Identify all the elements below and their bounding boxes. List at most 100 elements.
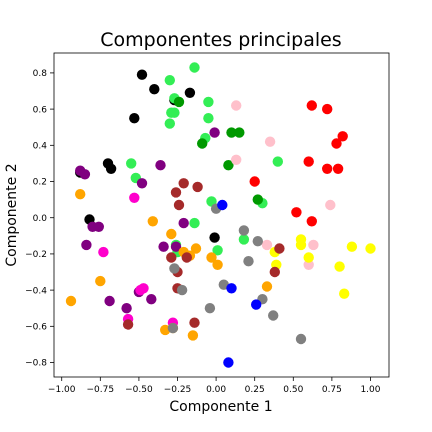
y-tick-label: −0.2 <box>25 250 47 260</box>
y-tick-label: −0.4 <box>25 286 47 296</box>
data-point <box>170 241 182 252</box>
data-point <box>223 357 234 368</box>
data-point <box>231 100 242 111</box>
chart-title: Componentes principales <box>100 29 341 51</box>
x-tick-label: −0.50 <box>125 385 153 395</box>
x-tick-label: 0.25 <box>245 385 265 395</box>
data-point <box>170 187 182 198</box>
data-point <box>252 236 263 247</box>
data-point <box>308 239 319 251</box>
data-point <box>98 246 109 258</box>
data-point <box>187 330 199 341</box>
data-point <box>164 118 175 129</box>
data-point <box>238 225 250 236</box>
data-point <box>158 241 169 252</box>
data-point <box>226 283 237 294</box>
data-point <box>147 216 158 227</box>
data-point <box>238 234 250 245</box>
data-point <box>332 163 344 174</box>
data-point <box>178 178 189 189</box>
data-point <box>95 275 106 287</box>
data-point <box>209 127 220 138</box>
data-point <box>136 178 148 189</box>
x-tick-label: −0.25 <box>164 385 192 395</box>
data-point <box>223 160 234 171</box>
y-tick-label: 0.8 <box>33 69 48 79</box>
data-point <box>192 181 203 193</box>
y-tick-label: 0.4 <box>33 142 48 152</box>
data-point <box>189 317 200 328</box>
data-point <box>306 100 317 111</box>
data-point <box>203 96 214 108</box>
data-point <box>197 138 208 149</box>
data-point <box>272 156 283 167</box>
data-point <box>206 252 217 263</box>
data-point <box>122 319 134 330</box>
data-point <box>149 84 160 95</box>
data-point <box>249 176 260 187</box>
x-tick-label: 0.75 <box>322 385 342 395</box>
data-point <box>204 303 216 314</box>
data-point <box>146 294 157 305</box>
data-point <box>212 259 223 270</box>
data-point <box>291 207 302 218</box>
x-tick-label: 1.00 <box>360 385 380 395</box>
data-point <box>325 199 336 211</box>
data-point <box>306 216 317 227</box>
data-point <box>295 333 307 345</box>
data-point <box>264 136 276 147</box>
data-point <box>65 295 77 307</box>
data-point <box>167 322 179 334</box>
plot-frame <box>53 52 390 378</box>
data-point <box>126 158 137 169</box>
x-tick-label: 0.00 <box>206 385 226 395</box>
data-point <box>75 189 86 200</box>
data-point <box>135 284 146 296</box>
data-point <box>178 217 189 229</box>
y-tick-label: −0.6 <box>25 323 47 333</box>
data-point <box>251 299 262 310</box>
data-point <box>331 138 342 149</box>
y-tick-label: 0.6 <box>33 105 48 115</box>
data-point <box>274 243 285 254</box>
data-point <box>129 192 140 203</box>
x-axis-ticks: −1.00 −0.75 −0.50 −0.25 0.00 0.25 0.50 0.75 1.00 <box>48 377 381 395</box>
x-tick-label: −0.75 <box>87 385 115 395</box>
data-points <box>65 62 376 368</box>
data-point <box>243 256 254 267</box>
x-tick-label: 0.50 <box>283 385 303 395</box>
data-point <box>209 232 220 243</box>
data-point <box>334 261 345 272</box>
data-point <box>295 239 307 251</box>
data-point <box>261 239 273 251</box>
data-point <box>234 127 245 138</box>
data-point <box>166 228 177 240</box>
data-point <box>79 169 91 180</box>
data-point <box>322 103 333 115</box>
data-point <box>303 252 314 263</box>
data-point <box>121 303 132 314</box>
data-point <box>346 241 358 252</box>
data-point <box>181 252 192 263</box>
data-point <box>93 221 105 232</box>
data-point <box>155 160 166 171</box>
y-tick-label: 0.2 <box>33 178 47 188</box>
data-point <box>212 245 223 256</box>
data-point <box>173 199 185 211</box>
data-point <box>261 281 273 292</box>
data-point <box>104 295 115 307</box>
data-point <box>189 217 200 229</box>
data-point <box>252 194 263 205</box>
data-point <box>303 259 314 270</box>
data-point <box>339 288 350 299</box>
y-axis-title: Componente 2 <box>4 163 20 266</box>
data-point <box>203 113 214 124</box>
data-point <box>81 239 92 251</box>
x-tick-label: −1.00 <box>48 385 76 395</box>
data-point <box>176 284 188 296</box>
x-axis-title: Componente 1 <box>169 399 272 415</box>
data-point <box>337 131 348 142</box>
data-point <box>164 75 175 86</box>
data-point <box>129 113 140 124</box>
